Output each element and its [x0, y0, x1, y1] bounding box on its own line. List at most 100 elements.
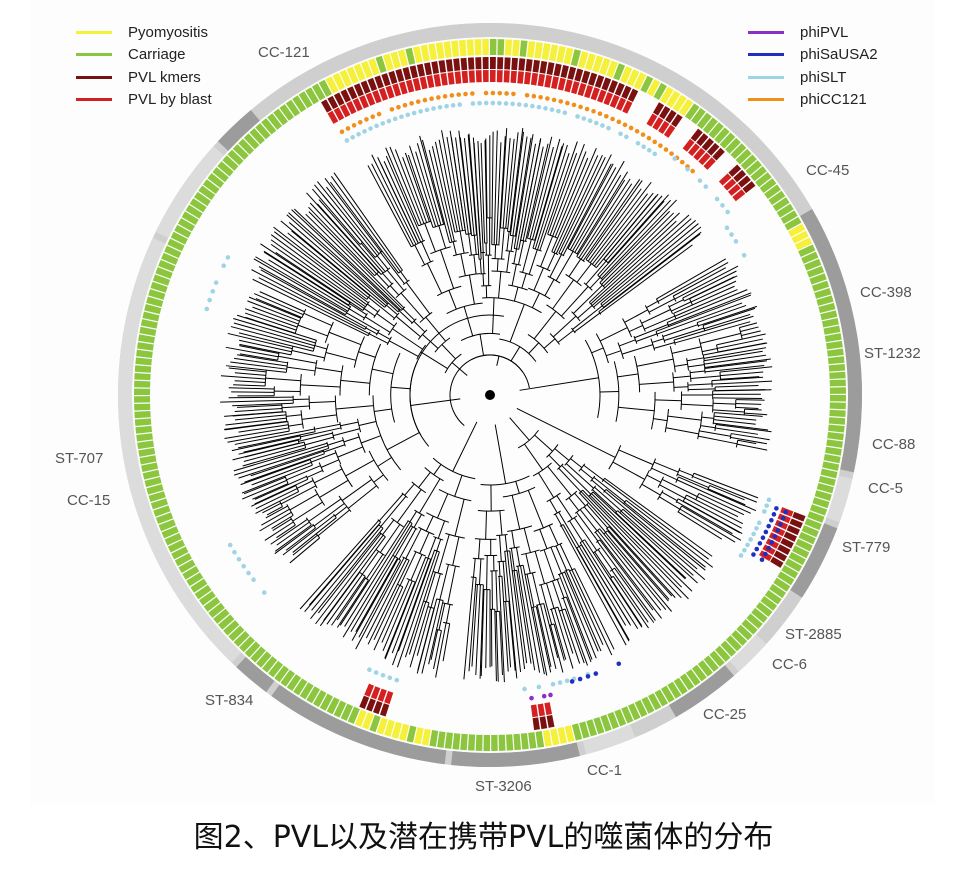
tree-branch: [365, 327, 378, 335]
pvl-kmers-cell: [574, 68, 584, 82]
tree-branch: [396, 489, 422, 523]
tree-branch: [480, 589, 485, 676]
tree-branch: [599, 327, 628, 342]
phenotype-cell: [697, 660, 713, 677]
tree-arc: [418, 526, 435, 536]
phenotype-cell: [788, 223, 806, 237]
tree-arc: [417, 329, 428, 340]
phenotype-cell: [325, 76, 339, 94]
tree-branch: [270, 243, 365, 309]
pvl-kmers-cell: [737, 175, 751, 188]
tree-arc: [639, 469, 650, 489]
phage-marker: [227, 542, 233, 548]
phenotype-cell: [667, 681, 682, 699]
phage-marker: [600, 123, 605, 128]
tree-branch: [473, 142, 482, 253]
tree-branch: [554, 448, 570, 461]
tree-branch: [349, 303, 367, 316]
tree-branch: [426, 263, 443, 294]
tree-branch: [555, 545, 568, 571]
tree-arc: [395, 288, 407, 299]
pvl-blast-cell: [468, 70, 475, 83]
phenotype-cell: [751, 607, 768, 623]
tree-branch: [544, 279, 555, 297]
tree-branch: [551, 147, 597, 252]
legend-left: Pyomyositis Carriage PVL kmers PVL by bl…: [76, 21, 212, 111]
tree-arc: [649, 458, 657, 471]
tree-branch: [421, 599, 441, 674]
tree-branch: [531, 572, 541, 605]
tree-branch: [473, 235, 477, 255]
tree-branch: [271, 514, 294, 530]
tree-branch: [224, 427, 289, 439]
phenotype-cell: [759, 178, 777, 193]
tree-branch: [274, 524, 312, 552]
phage-marker: [483, 100, 489, 106]
phage-marker: [429, 96, 434, 102]
tree-branch: [659, 484, 686, 499]
tree-branch: [419, 532, 430, 554]
tree-branch: [564, 571, 599, 652]
tree-branch: [506, 251, 511, 273]
tree-branch: [555, 251, 574, 281]
tree-branch: [714, 412, 763, 417]
tree-arc: [314, 359, 318, 376]
tree-branch: [347, 485, 377, 509]
tree-branch: [366, 554, 384, 580]
phenotype-cell: [577, 51, 589, 69]
phenotype-cell: [824, 333, 842, 343]
phenotype-cell: [189, 198, 207, 213]
phenotype-cell: [714, 127, 730, 144]
tree-arc: [353, 336, 365, 368]
tree-branch: [561, 286, 589, 317]
tree-branch: [454, 499, 465, 537]
phage-marker: [766, 523, 771, 529]
phenotype-cell: [725, 137, 741, 154]
phage-marker: [370, 114, 376, 119]
tree-arc: [305, 475, 309, 480]
tree-branch: [254, 475, 307, 500]
tree-branch: [605, 195, 663, 262]
tree-branch: [494, 424, 507, 484]
phage-marker: [503, 101, 509, 106]
tree-branch: [402, 308, 416, 321]
tree-branch: [258, 277, 370, 335]
legend-item-pvl-by-blast: PVL by blast: [76, 89, 212, 112]
tree-branch: [379, 524, 401, 553]
tree-branches: [220, 127, 773, 683]
tree-branch: [515, 481, 520, 494]
tree-arc: [474, 538, 497, 540]
tree-branch: [496, 258, 499, 272]
pvl-blast-cell: [440, 72, 448, 86]
phage-marker: [663, 147, 669, 152]
pvl-blast-cell: [510, 70, 517, 84]
tree-arc: [345, 504, 352, 512]
tree-branch: [494, 244, 497, 259]
phage-marker: [536, 684, 542, 690]
phenotype-cell: [801, 525, 819, 538]
tree-arc: [617, 342, 624, 360]
legend-swatch: [76, 53, 112, 57]
pvl-kmers-cell: [347, 86, 358, 100]
pvl-blast-cell: [333, 107, 345, 121]
phage-marker: [557, 680, 563, 685]
tree-branch: [439, 249, 455, 289]
tree-branch: [572, 160, 625, 252]
legend-label: Pyomyositis: [128, 23, 209, 41]
tree-branch: [340, 421, 359, 427]
legend-item-carriage: Carriage: [76, 44, 212, 67]
tree-arc: [712, 412, 715, 425]
pvl-blast-cell: [688, 143, 700, 157]
phage-marker: [543, 106, 548, 111]
phenotype-cell: [177, 218, 195, 232]
tree-arc: [375, 329, 380, 336]
tree-branch: [602, 212, 680, 287]
tree-branch: [619, 339, 636, 347]
phage-marker: [593, 671, 599, 676]
phage-marker: [516, 102, 522, 107]
tree-branch: [707, 488, 746, 506]
phage-marker: [724, 225, 730, 231]
tree-branch: [673, 375, 691, 379]
tree-branch: [703, 350, 763, 362]
pvl-kmers-cell: [366, 698, 376, 712]
